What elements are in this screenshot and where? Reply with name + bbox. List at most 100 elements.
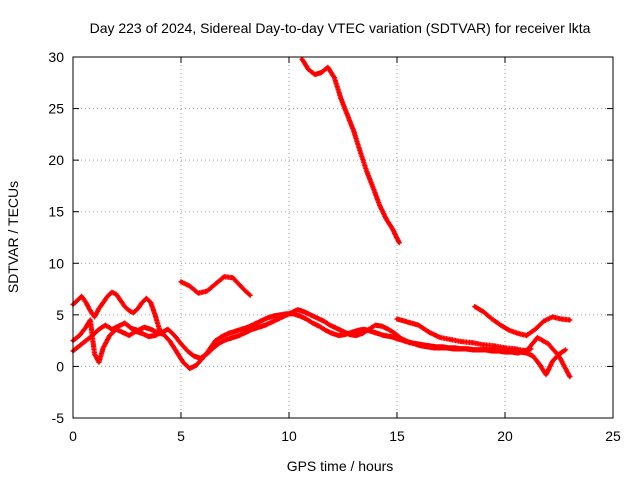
data-point	[317, 324, 321, 328]
data-point	[417, 323, 421, 327]
data-point	[283, 314, 287, 318]
grid	[73, 57, 613, 418]
series-track-3	[70, 307, 534, 365]
data-point	[499, 323, 503, 327]
data-point	[110, 290, 114, 294]
data-point	[166, 327, 170, 331]
data-point	[296, 308, 300, 312]
data-point	[80, 294, 84, 298]
data-point	[84, 300, 88, 305]
data-point	[97, 307, 101, 311]
data-point	[356, 328, 360, 332]
data-point	[188, 284, 192, 288]
series-track-5	[299, 56, 402, 246]
data-point	[321, 319, 326, 323]
data-point	[568, 375, 572, 379]
data-point	[84, 325, 88, 329]
data-point	[324, 328, 328, 332]
data-point	[334, 326, 339, 330]
data-point	[354, 333, 358, 338]
data-point	[205, 352, 209, 356]
data-point	[237, 333, 241, 338]
series-track-7	[394, 316, 573, 380]
x-tick-label: 20	[497, 428, 513, 444]
y-tick-label: 30	[48, 49, 64, 65]
data-point	[460, 340, 464, 344]
data-point	[179, 342, 183, 346]
data-point	[157, 327, 161, 331]
data-point	[159, 330, 164, 334]
data-point	[412, 342, 416, 346]
y-tick-label: 15	[48, 204, 64, 220]
data-point	[352, 129, 356, 133]
data-point	[222, 275, 226, 279]
data-point	[181, 360, 185, 364]
data-point	[220, 334, 224, 339]
series-markers	[299, 56, 402, 246]
data-point	[226, 331, 231, 336]
data-point	[332, 76, 336, 80]
data-point	[231, 276, 235, 280]
data-point	[140, 331, 144, 336]
data-point	[140, 300, 144, 305]
data-point	[213, 282, 218, 286]
data-point	[330, 331, 334, 336]
data-point	[473, 305, 477, 309]
data-point	[196, 291, 200, 295]
data-point	[77, 344, 82, 348]
data-point	[172, 333, 177, 338]
x-tick-label: 25	[605, 428, 621, 444]
data-point	[391, 227, 395, 231]
data-point	[382, 333, 386, 338]
data-point	[244, 330, 248, 334]
data-point	[371, 186, 375, 190]
data-point	[345, 113, 349, 117]
data-point	[246, 325, 250, 329]
data-point	[406, 340, 410, 344]
data-point	[257, 325, 261, 329]
data-point	[114, 327, 118, 331]
data-point	[503, 350, 507, 354]
data-point	[218, 341, 222, 345]
data-point	[507, 328, 511, 332]
chart-title: Day 223 of 2024, Sidereal Day-to-day VTE…	[90, 20, 591, 36]
data-point	[259, 319, 263, 323]
data-point	[114, 292, 118, 296]
data-point	[388, 334, 393, 339]
data-point	[373, 323, 377, 327]
data-point	[131, 311, 136, 315]
data-point	[438, 335, 442, 340]
series-track-6	[472, 304, 573, 339]
data-point	[397, 241, 401, 245]
data-point	[198, 356, 203, 360]
data-point	[309, 313, 313, 317]
data-point	[375, 331, 380, 336]
data-point	[250, 327, 254, 331]
data-point	[563, 348, 568, 352]
data-point	[231, 335, 235, 340]
data-point	[367, 327, 371, 331]
data-point	[211, 346, 215, 350]
data-point	[300, 57, 304, 61]
data-point	[306, 67, 311, 71]
data-point	[514, 347, 518, 351]
data-point	[88, 309, 92, 313]
data-point	[432, 346, 436, 350]
data-point	[289, 311, 293, 315]
data-point	[147, 334, 151, 339]
data-point	[134, 329, 138, 333]
data-point	[341, 329, 345, 333]
data-point	[75, 298, 79, 303]
data-point	[386, 327, 390, 331]
data-point	[544, 373, 548, 377]
data-point	[315, 316, 319, 320]
data-point	[399, 336, 403, 341]
data-point	[88, 318, 92, 322]
y-tick-label: 10	[48, 255, 64, 271]
data-point	[252, 322, 257, 326]
data-point	[263, 323, 267, 327]
data-point	[319, 70, 323, 75]
y-tick-label: -5	[52, 410, 65, 426]
data-point	[239, 285, 244, 289]
